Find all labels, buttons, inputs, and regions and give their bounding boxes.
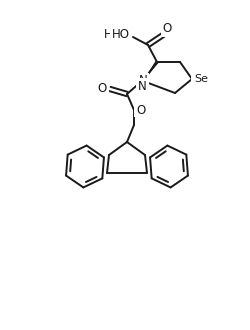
Polygon shape xyxy=(143,61,158,81)
Text: O: O xyxy=(162,22,172,36)
Text: HO: HO xyxy=(112,28,130,42)
Text: N: N xyxy=(138,75,147,87)
Text: O: O xyxy=(136,103,144,115)
Text: O: O xyxy=(98,82,108,94)
Text: Se: Se xyxy=(194,74,208,84)
Text: HO: HO xyxy=(104,27,122,41)
Text: N: N xyxy=(138,80,146,92)
Text: N: N xyxy=(138,80,146,92)
Text: O: O xyxy=(136,104,145,116)
Text: O: O xyxy=(98,82,106,94)
Text: Se: Se xyxy=(193,74,207,84)
Text: O: O xyxy=(162,22,172,36)
